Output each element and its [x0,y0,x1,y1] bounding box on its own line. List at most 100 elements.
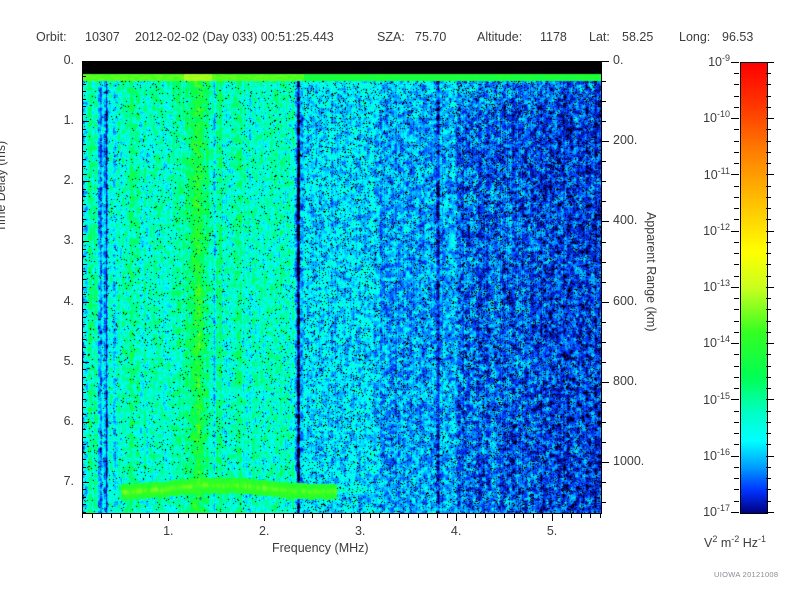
x-tick-minor [590,514,591,518]
y-tick-minor [82,159,86,160]
x-tick-minor [293,514,294,518]
colorbar-tick-minor [734,276,739,277]
y-axis-right-tick-label: 800. [613,373,638,388]
colorbar-tick-major [766,118,774,119]
colorbar-tick-minor [766,219,771,220]
y-tick-minor [82,467,86,468]
x-tick-minor [341,514,342,518]
y-tick-minor [82,429,86,430]
y-right-tick-minor [602,101,606,102]
colorbar-tick-minor [734,411,739,412]
unit-volt: V [704,536,713,551]
y-right-tick-minor [602,81,606,82]
y-tick-minor [82,249,86,250]
y-tick-major [82,181,89,182]
colorbar-tick-minor [766,107,771,108]
header-info-line: Orbit: 10307 2012-02-02 (Day 033) 00:51:… [0,30,800,48]
colorbar-gradient [741,63,767,513]
x-tick-minor [494,514,495,518]
x-axis-tick-label: 3. [354,524,366,538]
colorbar-tick-minor [766,73,771,74]
x-tick-minor [389,514,390,518]
colorbar-tick-minor [766,253,771,254]
colorbar-tick-minor [734,489,739,490]
colorbar-tick-minor [766,309,771,310]
x-tick-minor [130,514,131,518]
y-tick-minor [82,226,86,227]
y-tick-minor [82,407,86,408]
x-tick-minor [370,514,371,518]
colorbar-tick-minor [734,152,739,153]
colorbar-tick-label: 10-12 [703,221,730,238]
y-tick-major [82,362,89,363]
colorbar-tick-label: 10-16 [703,446,730,463]
y-tick-minor [82,129,86,130]
y-right-tick-minor [602,161,606,162]
y-right-tick-major [602,462,609,463]
x-tick-minor [408,514,409,518]
latitude-value: 58.25 [622,30,654,44]
colorbar-tick-minor [734,253,739,254]
colorbar-tick-minor [734,129,739,130]
altitude-value: 1178 [540,30,567,44]
y-tick-minor [82,497,86,498]
unit-hertz-exp: -1 [758,534,767,544]
y-tick-minor [82,474,86,475]
x-tick-minor [178,514,179,518]
colorbar-tick-minor [766,208,771,209]
y-axis-left-tick-label: 2. [63,173,74,188]
x-tick-major [456,514,457,521]
sza-value: 75.70 [415,30,447,44]
y-axis-left-tick-label: 0. [63,53,74,67]
x-tick-minor [571,514,572,518]
x-axis-tick-label: 5. [546,524,558,538]
colorbar-tick-major [731,118,739,119]
x-tick-minor [188,514,189,518]
y-tick-major [82,422,89,423]
x-tick-minor [312,514,313,518]
x-tick-minor [514,514,515,518]
x-tick-minor [447,514,448,518]
y-tick-minor [82,332,86,333]
colorbar-tick-minor [734,73,739,74]
x-tick-minor [255,514,256,518]
colorbar-tick-major [766,62,774,63]
x-tick-minor [533,514,534,518]
x-tick-minor [245,514,246,518]
x-tick-minor [101,514,102,518]
colorbar-tick-minor [734,298,739,299]
y-tick-minor [82,136,86,137]
y-axis-left-tick-label: 3. [63,233,74,248]
y-tick-minor [82,384,86,385]
colorbar-tick-minor [734,107,739,108]
colorbar-tick-major [766,231,774,232]
colorbar-tick-minor [734,332,739,333]
x-tick-minor [274,514,275,518]
x-tick-minor [418,514,419,518]
colorbar-tick-label: 10-15 [703,390,730,407]
x-tick-minor [111,514,112,518]
y-axis-right-tick-label: 0. [613,53,624,67]
colorbar-tick-major [731,231,739,232]
y-axis-left-tick-label: 1. [63,113,74,128]
x-tick-minor [504,514,505,518]
y-tick-minor [82,452,86,453]
y-right-tick-minor [602,282,606,283]
colorbar-tick-minor [766,354,771,355]
y-tick-minor [82,174,86,175]
colorbar-tick-minor [766,501,771,502]
colorbar-tick-minor [766,366,771,367]
y-right-tick-minor [602,342,606,343]
colorbar-tick-minor [766,444,771,445]
y-tick-minor [82,106,86,107]
x-tick-minor [159,514,160,518]
x-tick-minor [485,514,486,518]
x-tick-minor [92,514,93,518]
colorbar-tick-major [731,62,739,63]
y-tick-minor [82,211,86,212]
colorbar-tick-minor [734,197,739,198]
x-tick-minor [140,514,141,518]
y-tick-major [82,302,89,303]
colorbar-tick-minor [766,84,771,85]
